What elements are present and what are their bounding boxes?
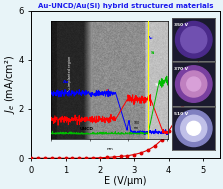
X-axis label: E (V/μm): E (V/μm) xyxy=(104,176,147,186)
Title: Au-UNCD/Au(Si) hybrid structured materials: Au-UNCD/Au(Si) hybrid structured materia… xyxy=(38,3,213,9)
Y-axis label: $J_e$ (mA/cm²): $J_e$ (mA/cm²) xyxy=(3,55,17,114)
